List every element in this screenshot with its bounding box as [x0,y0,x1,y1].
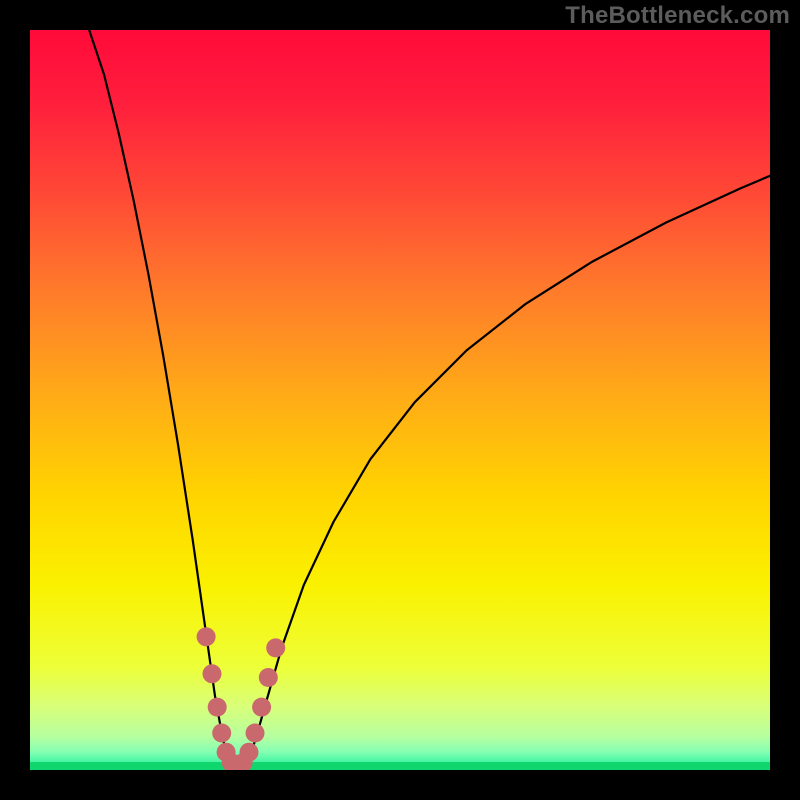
marker-dot [266,638,285,657]
marker-group [197,627,286,770]
marker-dot [246,724,265,743]
bottleneck-curve [89,30,770,769]
plot-area [30,30,770,770]
plot-svg-layer [30,30,770,770]
marker-dot [203,664,222,683]
marker-dot [259,668,278,687]
marker-dot [240,743,259,762]
marker-dot [208,698,227,717]
figure-root: TheBottleneck.com [0,0,800,800]
watermark-text: TheBottleneck.com [565,2,790,30]
marker-dot [197,627,216,646]
marker-dot [252,698,271,717]
marker-dot [212,724,231,743]
